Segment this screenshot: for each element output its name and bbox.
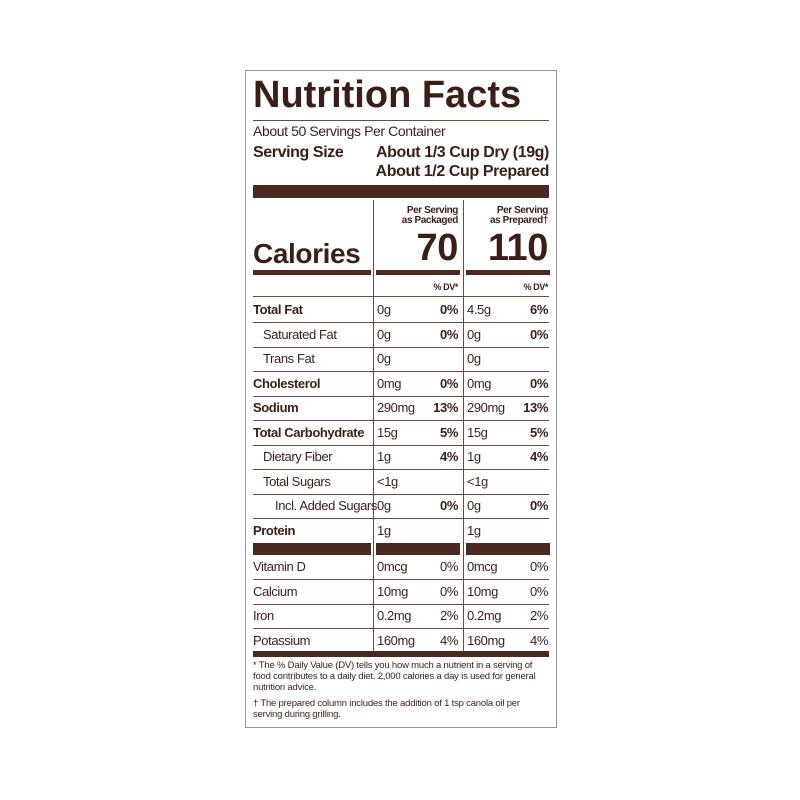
daily-value: 2%: [440, 608, 458, 623]
line: [253, 322, 549, 323]
column-heading: Per Serving: [406, 205, 459, 216]
footnote: † The prepared column includes the addit…: [253, 698, 520, 720]
amount: 290mg: [467, 400, 505, 415]
nutrient-name: Saturated Fat: [263, 326, 337, 342]
daily-value: 0%: [440, 302, 458, 317]
line: [253, 518, 549, 519]
calories-label: Calories: [253, 238, 361, 269]
bar: [466, 543, 550, 555]
daily-value: 0%: [530, 583, 548, 599]
amount: 160mg: [377, 632, 415, 648]
line: [253, 395, 549, 397]
amount: 0g: [467, 351, 481, 366]
amount: 0mg: [377, 375, 402, 391]
line: [253, 493, 549, 495]
nutrient-name: Vitamin D: [253, 559, 306, 574]
amount: 0mg: [467, 375, 492, 391]
footnote: * The % Daily Value (DV) tells you how m…: [253, 660, 536, 693]
line: [253, 603, 549, 605]
amount: 0g: [377, 351, 391, 366]
dv-header: % DV*: [433, 282, 458, 292]
daily-value: 4%: [530, 632, 548, 648]
column-heading: as Packaged: [401, 215, 459, 226]
nutrient-name: Protein: [253, 522, 295, 538]
daily-value: 0%: [530, 559, 548, 574]
daily-value: 0%: [440, 326, 458, 342]
daily-value: 5%: [530, 424, 548, 440]
daily-value: 13%: [433, 400, 458, 415]
bar: [376, 543, 460, 555]
line: [253, 296, 549, 297]
nutrient-name: Iron: [253, 608, 274, 623]
title: Nutrition Facts: [253, 74, 522, 116]
line: [253, 579, 549, 580]
bar: [253, 543, 371, 555]
amount: 290mg: [377, 400, 415, 415]
daily-value: 4%: [530, 449, 548, 464]
daily-value: 6%: [530, 302, 548, 317]
nutrient-name: Total Carbohydrate: [253, 424, 365, 440]
nutrient-name: Calcium: [253, 583, 298, 599]
amount: 0g: [467, 498, 481, 513]
serving-size-label: Serving Size: [253, 144, 344, 161]
line: [253, 469, 549, 470]
servings: About 50 Servings Per Container: [253, 123, 446, 139]
amount: 0.2mg: [377, 608, 412, 623]
label: [245, 70, 557, 728]
daily-value: 0%: [530, 375, 548, 391]
amount: 0g: [467, 326, 481, 342]
amount: 1g: [377, 449, 391, 464]
amount: 0mcg: [377, 559, 408, 574]
amount: 1g: [377, 522, 391, 538]
line: [253, 444, 549, 446]
amount: 0g: [377, 302, 391, 317]
daily-value: 0%: [440, 375, 458, 391]
amount: 1g: [467, 522, 481, 538]
amount: 0g: [377, 498, 391, 513]
amount: 0g: [377, 326, 391, 342]
amount: 0.2mg: [467, 608, 502, 623]
nutrient-name: Total Fat: [253, 302, 303, 317]
daily-value: 2%: [530, 608, 548, 623]
amount: <1g: [377, 473, 398, 489]
daily-value: 0%: [440, 498, 458, 513]
amount: 15g: [467, 424, 488, 440]
nutrient-name: Total Sugars: [263, 473, 331, 489]
daily-value: 4%: [440, 632, 458, 648]
nutrient-name: Trans Fat: [263, 351, 315, 366]
nutrient-name: Potassium: [253, 632, 311, 648]
nutrient-name: Cholesterol: [253, 375, 321, 391]
column-heading: Per Serving: [496, 205, 549, 216]
calories-value: 70: [416, 227, 459, 269]
dv-header: % DV*: [523, 282, 548, 292]
daily-value: 4%: [440, 449, 458, 464]
line: [253, 346, 549, 348]
nutrient-name: Dietary Fiber: [263, 449, 333, 464]
calories-value: 110: [487, 227, 549, 269]
serving-size: About 1/2 Cup Prepared: [375, 163, 550, 180]
amount: 10mg: [377, 583, 408, 599]
amount: <1g: [467, 473, 488, 489]
daily-value: 0%: [530, 498, 548, 513]
amount: 160mg: [467, 632, 505, 648]
column-heading: as Prepared†: [489, 215, 548, 226]
line: [253, 420, 549, 421]
amount: 0mcg: [467, 559, 498, 574]
daily-value: 0%: [440, 583, 458, 599]
daily-value: 13%: [523, 400, 548, 415]
daily-value: 0%: [440, 559, 458, 574]
amount: 1g: [467, 449, 481, 464]
amount: 4.5g: [467, 302, 491, 317]
amount: 15g: [377, 424, 398, 440]
daily-value: 0%: [530, 326, 548, 342]
line: [253, 628, 549, 629]
serving-size: About 1/3 Cup Dry (19g): [375, 144, 549, 161]
daily-value: 5%: [440, 424, 458, 440]
amount: 10mg: [467, 583, 498, 599]
nutrient-name: Incl. Added Sugars: [275, 498, 377, 513]
nutrient-name: Sodium: [253, 400, 299, 415]
line: [253, 371, 549, 372]
